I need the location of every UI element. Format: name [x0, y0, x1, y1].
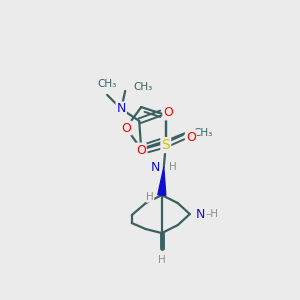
Text: –H: –H — [206, 209, 219, 219]
Text: S: S — [161, 138, 170, 152]
Text: H: H — [158, 255, 166, 265]
Polygon shape — [158, 167, 166, 195]
Text: O: O — [163, 106, 173, 119]
Text: O: O — [121, 122, 131, 134]
Text: O: O — [136, 144, 146, 157]
Text: H: H — [169, 162, 176, 172]
Text: N: N — [150, 160, 160, 174]
Text: H: H — [146, 192, 154, 202]
Text: CH₃: CH₃ — [98, 79, 117, 89]
Text: CH₃: CH₃ — [194, 128, 213, 138]
Text: N: N — [116, 102, 126, 116]
Text: CH₃: CH₃ — [133, 82, 152, 92]
Text: N: N — [196, 208, 205, 220]
Text: O: O — [186, 130, 196, 144]
